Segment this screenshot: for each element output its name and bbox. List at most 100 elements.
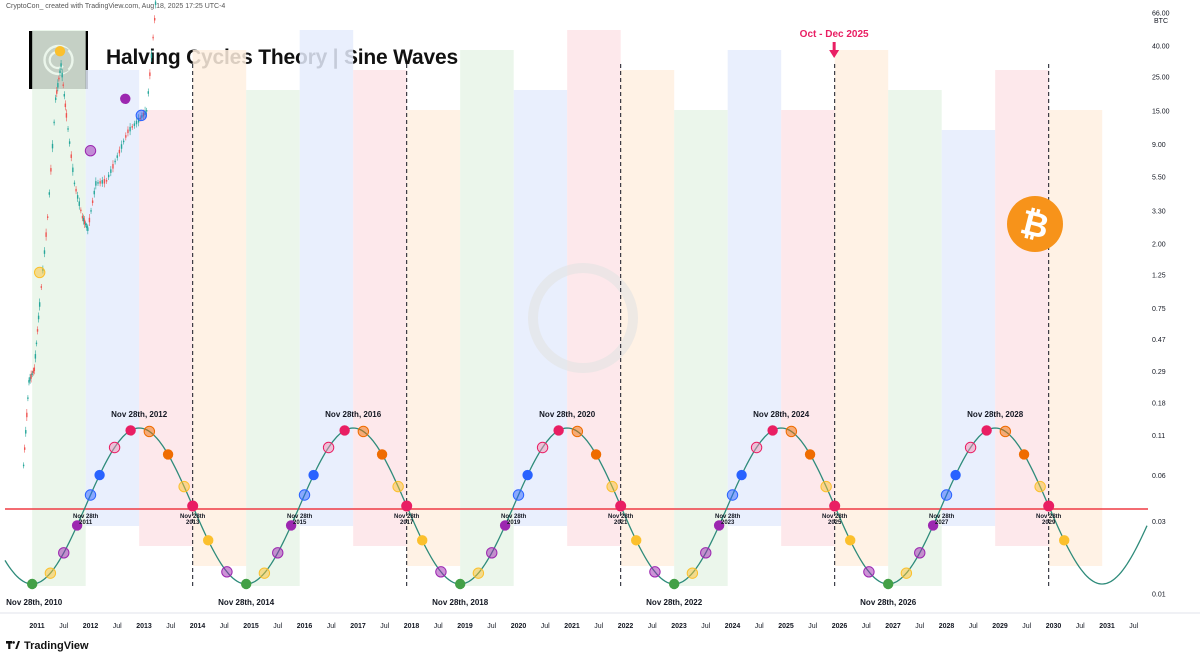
crossing-date-label: Nov 28th	[394, 514, 420, 520]
price-marker-yellow	[33, 266, 46, 279]
price-candle	[55, 97, 57, 101]
price-candle	[93, 190, 95, 195]
sine-marker-yellow	[1059, 535, 1070, 546]
crossing-year-label: 2019	[507, 520, 521, 526]
price-candle	[57, 83, 59, 88]
chart-credit: CryptoCon_ created with TradingView.com,…	[6, 3, 226, 10]
x-axis-tick-label: Jul	[220, 623, 229, 630]
x-axis-tick-label: Jul	[113, 623, 122, 630]
bitcoin-icon: ₿	[1007, 196, 1063, 252]
price-candle	[61, 72, 63, 78]
sine-marker-purple	[649, 566, 661, 578]
x-axis-tick-label: Jul	[1022, 623, 1031, 630]
price-candle	[114, 160, 116, 163]
y-axis-tick-label: 15.00	[1152, 108, 1170, 115]
watermark-logo	[528, 263, 638, 373]
sine-marker-orange	[162, 449, 174, 460]
sine-marker-yellow	[258, 567, 271, 579]
crossing-year-label: 2017	[400, 520, 414, 526]
phase-band-green	[674, 110, 728, 586]
x-axis-tick-label: 2013	[136, 623, 152, 630]
sine-marker-blue	[950, 469, 961, 481]
x-axis-tick-label: Jul	[915, 623, 924, 630]
price-candle	[105, 180, 108, 182]
price-candle	[73, 182, 76, 185]
price-candle	[26, 412, 28, 418]
x-axis-tick-label: 2030	[1046, 623, 1062, 630]
price-candle	[34, 354, 37, 359]
price-candle	[116, 155, 118, 158]
y-axis-currency: BTC	[1154, 18, 1168, 25]
trough-date-label: Nov 28th, 2014	[218, 598, 275, 607]
x-axis-tick-label: 2011	[29, 623, 44, 630]
x-axis-tick-label: 2029	[992, 623, 1008, 630]
price-candle	[31, 373, 33, 375]
sine-marker-orange	[357, 425, 370, 438]
price-candle	[72, 167, 74, 173]
x-axis-tick-label: Jul	[648, 623, 657, 630]
sine-marker-blue	[522, 469, 533, 481]
price-candle	[91, 200, 94, 203]
price-candle	[129, 126, 131, 132]
phase-background-layer	[32, 30, 1103, 586]
price-candle	[97, 182, 99, 184]
sine-marker-purple	[863, 566, 875, 578]
crossing-date-label: Nov 28th	[501, 514, 527, 520]
price-candle	[28, 380, 30, 383]
sine-marker-purple	[486, 547, 498, 559]
price-candle	[30, 374, 32, 379]
x-axis-tick-label: 2021	[564, 623, 580, 630]
x-axis-tick-label: 2025	[778, 623, 794, 630]
price-candle	[67, 128, 69, 130]
price-candle	[58, 77, 60, 80]
sine-marker-pink	[964, 441, 977, 454]
phase-band-orange	[406, 110, 461, 566]
phase-band-red	[139, 110, 193, 546]
x-axis-tick-label: 2028	[939, 623, 955, 630]
y-axis-tick-label: 5.50	[1152, 175, 1166, 182]
price-candle	[95, 181, 97, 186]
trough-date-label: Nov 28th, 2026	[860, 598, 917, 607]
sine-marker-yellow	[900, 567, 913, 579]
y-axis-tick-label: 0.11	[1152, 433, 1165, 440]
sine-marker-purple	[914, 547, 926, 559]
x-axis-tick-label: Jul	[327, 623, 336, 630]
phase-band-green	[246, 90, 300, 586]
sine-crossing-marker-red	[187, 500, 199, 512]
x-axis-tick-label: 2023	[671, 623, 687, 630]
sine-marker-pink	[750, 441, 763, 454]
x-axis-tick-label: Jul	[594, 623, 603, 630]
price-candle	[70, 154, 72, 158]
phase-band-green	[32, 30, 86, 586]
sine-marker-red	[767, 425, 778, 436]
price-candle	[86, 225, 88, 229]
y-axis-tick-label: 0.18	[1152, 401, 1166, 408]
x-axis-tick-label: Jul	[434, 623, 443, 630]
sine-marker-orange	[590, 449, 602, 460]
sine-marker-blue	[84, 489, 97, 501]
crossing-year-label: 2015	[293, 520, 307, 526]
sine-marker-purple	[221, 566, 233, 578]
price-candle	[37, 315, 40, 320]
sine-marker-blue	[298, 489, 311, 501]
sine-crossing-marker-red	[1043, 500, 1055, 512]
phase-band-red	[567, 30, 621, 546]
price-candle	[53, 121, 55, 124]
annotation-labels-layer: Nov 28th, 2012 Nov 28th, 2016 Nov 28th, 20…	[6, 410, 1062, 607]
x-axis-tick-label: 2014	[190, 623, 206, 630]
price-candle	[112, 164, 114, 169]
y-axis-tick-label: 40.00	[1152, 44, 1170, 51]
price-candle	[78, 201, 80, 206]
x-axis-tick-label: Jul	[808, 623, 817, 630]
crossing-year-label: 2013	[186, 520, 200, 526]
sine-marker-yellow	[686, 567, 699, 579]
crossing-date-label: Nov 28th	[715, 514, 741, 520]
x-axis-tick-label: 2024	[725, 623, 741, 630]
price-candle	[63, 93, 65, 97]
price-candle	[83, 219, 86, 225]
y-axis-tick-label: 2.00	[1152, 241, 1166, 248]
phase-band-red	[353, 70, 407, 546]
sine-marker-blue	[726, 489, 739, 501]
sine-marker-yellow	[1034, 480, 1046, 493]
price-candle	[40, 286, 42, 288]
